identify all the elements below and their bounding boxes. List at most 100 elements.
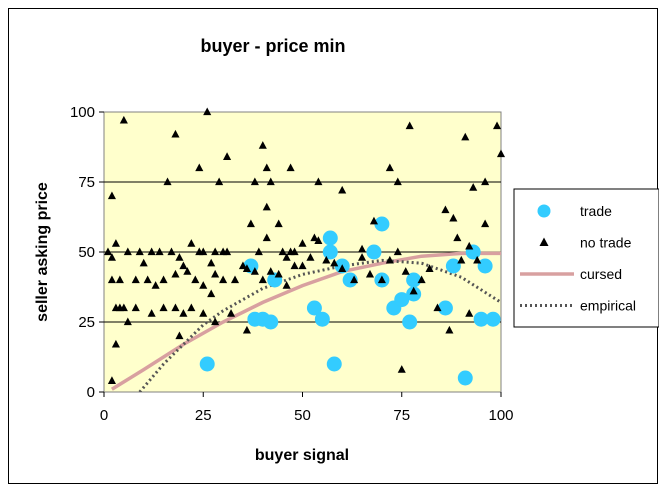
point-no-trade [449,213,458,222]
point-no-trade [465,241,474,250]
point-no-trade [171,129,180,138]
point-no-trade [179,309,188,317]
point-no-trade [187,239,196,247]
point-no-trade [115,303,124,312]
point-no-trade [199,247,208,256]
point-no-trade [179,261,188,270]
point-no-trade [358,253,367,261]
point-no-trade [223,152,232,160]
legend-label: cursed [580,266,622,282]
point-no-trade [143,275,152,284]
point-no-trade [441,205,450,214]
point-no-trade [159,275,168,284]
legend-label: no trade [580,235,632,251]
x-tick-label: 0 [100,407,108,424]
point-no-trade [286,163,295,172]
point-no-trade [123,247,132,256]
point-no-trade [107,376,116,384]
legend-symbol-trade [537,204,551,218]
point-no-trade [445,325,454,334]
y-axis-label: seller asking price [34,182,51,322]
point-no-trade [290,261,299,270]
chart-title: buyer - price min [200,36,345,56]
point-no-trade [131,303,140,312]
point-no-trade [246,219,255,228]
point-no-trade [111,339,120,348]
y-tick-label: 25 [78,314,95,331]
point-no-trade [111,239,120,247]
series-line-cursed [110,251,501,391]
point-no-trade [107,253,116,261]
y-tick-label: 75 [78,174,95,191]
point-no-trade [385,255,394,264]
point-no-trade [385,163,394,172]
point-no-trade [298,261,307,270]
point-trade [263,314,279,330]
point-no-trade [226,309,236,317]
point-no-trade [433,303,442,312]
point-no-trade [298,239,307,247]
point-no-trade [147,247,156,256]
point-no-trade [175,253,184,261]
y-axis-ticks: 0 25 50 75 100 [70,104,104,401]
point-no-trade [457,255,466,264]
point-trade [306,300,322,316]
point-no-trade [199,281,208,289]
point-no-trade [187,303,196,312]
point-no-trade [258,275,267,284]
y-tick-label: 0 [87,384,95,401]
point-no-trade [215,177,224,186]
point-no-trade [223,247,232,256]
legend-label: empirical [580,298,636,314]
point-trade [374,216,390,232]
point-trade [437,300,453,316]
legend: trade no trade cursed empirical [513,188,659,328]
point-no-trade [338,264,347,272]
point-no-trade [262,233,271,242]
point-trade [406,272,422,288]
point-no-trade [207,258,216,267]
point-no-trade [401,267,410,275]
point-no-trade [290,247,299,256]
point-no-trade [107,191,116,200]
point-no-trade [171,269,180,278]
point-no-trade [314,177,323,186]
point-no-trade [163,177,172,186]
point-no-trade [453,233,462,242]
point-no-trade [405,121,414,130]
point-trade [485,311,501,327]
point-no-trade [481,177,490,186]
x-tick-label: 25 [195,407,212,424]
point-no-trade [274,269,283,278]
point-no-trade [393,177,402,186]
point-no-trade [103,247,113,256]
point-no-trade [242,325,251,334]
point-no-trade [310,233,319,242]
point-no-trade [254,247,263,256]
point-no-trade [393,247,402,256]
legend-items: trade no trade cursed empirical [520,203,636,314]
point-no-trade [167,247,176,256]
point-no-trade [266,267,275,275]
point-trade [322,244,338,260]
point-no-trade [322,255,331,264]
point-no-trade [350,275,359,284]
point-trade [402,314,418,330]
point-trade [322,230,338,246]
point-no-trade [266,177,275,186]
point-no-trade [135,247,144,256]
point-no-trade [417,275,426,284]
point-no-trade [250,177,259,186]
point-no-trade [242,264,251,272]
x-axis-label: buyer signal [255,447,349,464]
point-no-trade [469,183,478,191]
point-no-trade [230,275,240,284]
point-no-trade [481,219,490,228]
point-no-trade [258,141,267,149]
point-no-trade [262,163,271,172]
x-tick-label: 75 [393,407,410,424]
point-no-trade [496,149,506,158]
point-no-trade [461,132,470,141]
point-no-trade [377,275,386,284]
